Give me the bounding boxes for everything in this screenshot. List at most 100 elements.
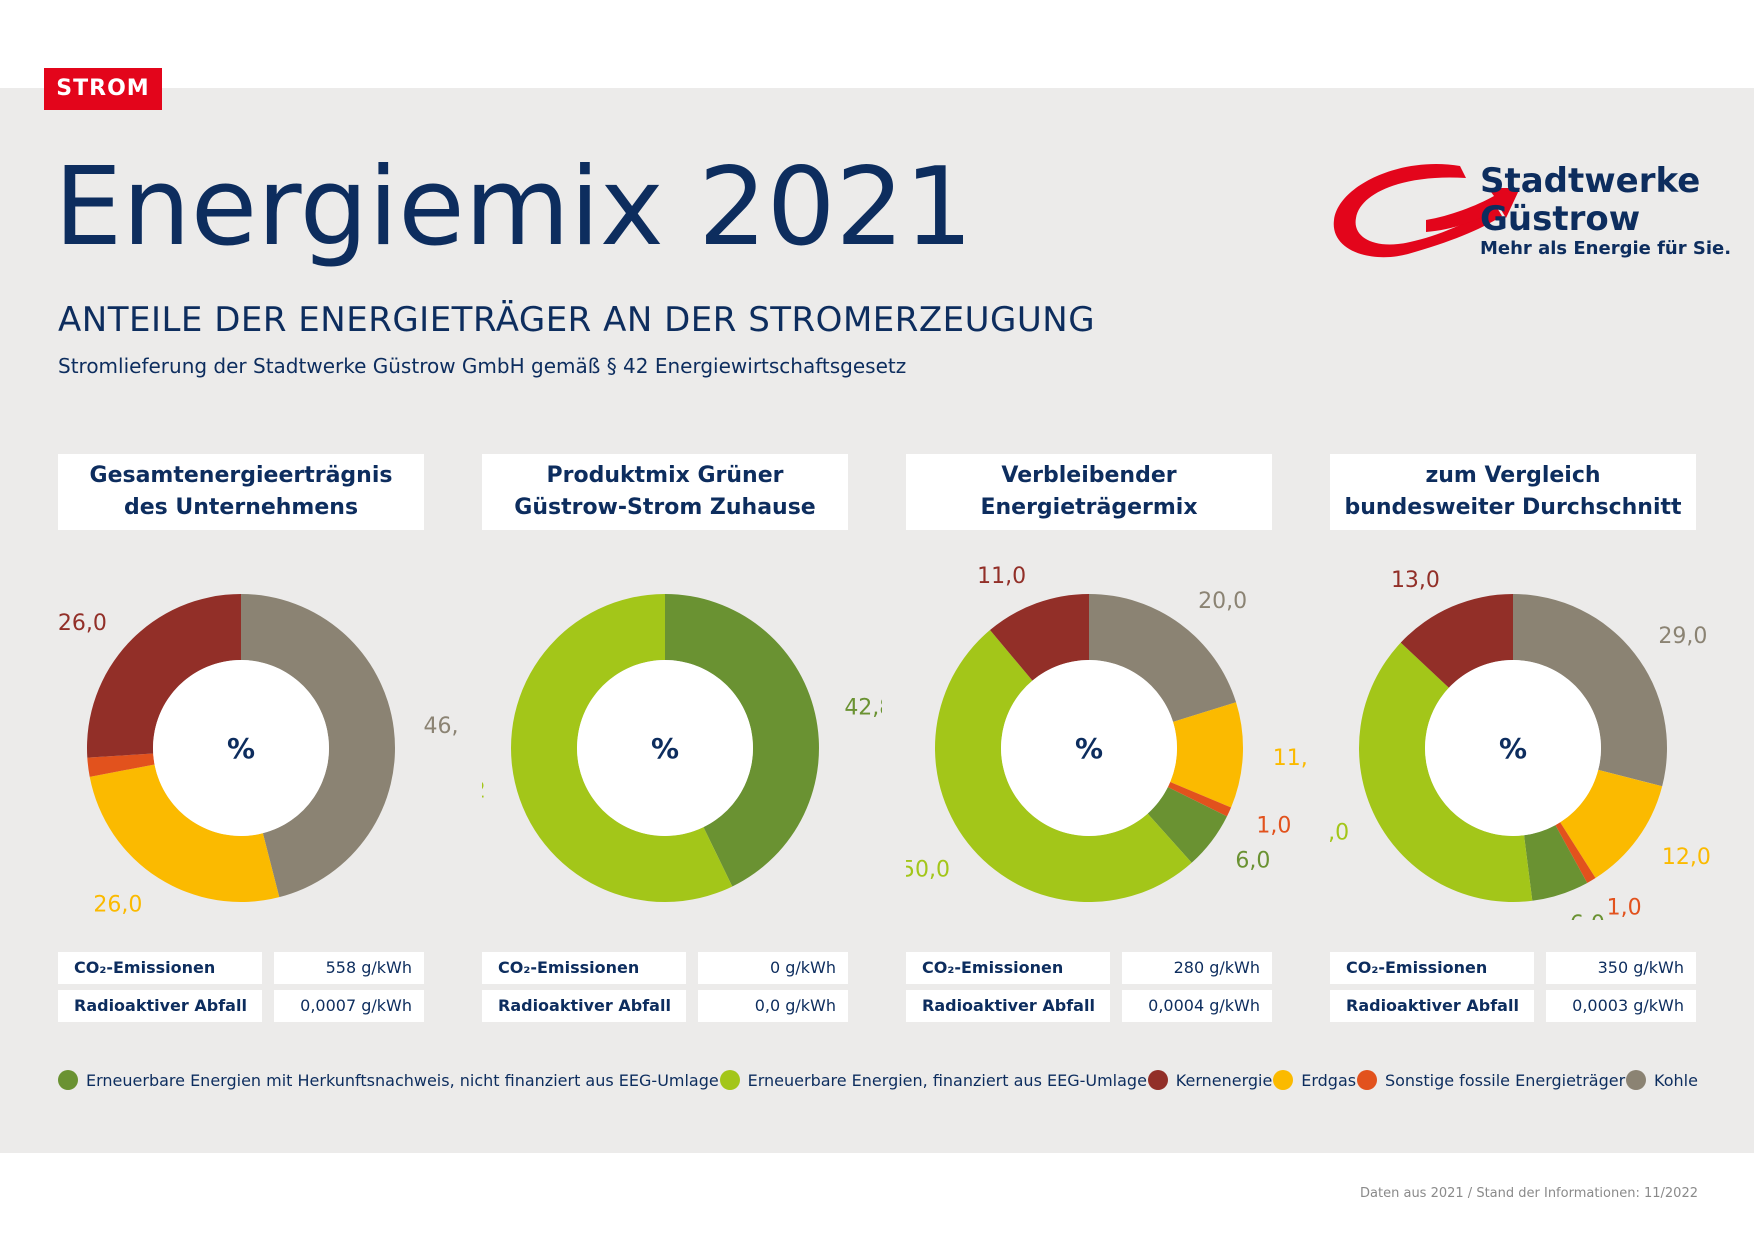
stat-row-waste: Radioaktiver Abfall 0,0007 g/kWh — [58, 990, 424, 1022]
donut-slice-erdgas — [1170, 702, 1243, 808]
stat-value: 280 g/kWh — [1122, 952, 1272, 984]
legend-label: Erneuerbare Energien mit Herkunftsnachwe… — [86, 1070, 719, 1090]
stat-row-co2: CO₂-Emissionen 0 g/kWh — [482, 952, 848, 984]
page-subtitle: ANTEILE DER ENERGIETRÄGER AN DER STROMER… — [58, 300, 1096, 340]
chart-title-line1: zum Vergleich — [1425, 463, 1601, 488]
donut-slice-erdgas — [1560, 769, 1663, 879]
donut-slice-sonstige — [1555, 822, 1596, 883]
stat-row-waste: Radioaktiver Abfall 0,0 g/kWh — [482, 990, 848, 1022]
donut-slice-sonstige — [87, 753, 155, 777]
donut-slice-renew_eeg — [934, 630, 1192, 903]
stat-label: Radioaktiver Abfall — [58, 990, 262, 1022]
legend-dot-icon — [1273, 1070, 1294, 1090]
stat-label: CO₂-Emissionen — [906, 952, 1110, 984]
donut-center — [153, 660, 329, 836]
legend-label: Erneuerbare Energien, finanziert aus EEG… — [747, 1070, 1147, 1090]
slice-value-label: 11,0 — [977, 564, 1026, 589]
legend-dot-icon — [1626, 1070, 1647, 1090]
donut-chart: 29,0 12,0 1,06,0 39,0 13,0% — [1330, 568, 1711, 920]
legend-item-sonstige: Sonstige fossile Energieträger — [1356, 1070, 1626, 1090]
legend-item-kohle: Kohle — [1626, 1070, 1698, 1090]
logo-name-line1: Stadtwerke — [1480, 161, 1701, 201]
legend-item-renew_eeg: Erneuerbare Energien, finanziert aus EEG… — [719, 1070, 1147, 1090]
donut-slice-renew_hkn — [1524, 825, 1588, 901]
stat-value: 0,0004 g/kWh — [1122, 990, 1272, 1022]
donut-center — [1001, 660, 1177, 836]
donut-slice-renew_hkn — [665, 594, 819, 887]
stat-label: Radioaktiver Abfall — [1330, 990, 1534, 1022]
chart-title-line2: bundesweiter Durchschnitt — [1344, 495, 1682, 520]
donut-center-label: % — [1499, 732, 1527, 765]
legend-item-renew_hkn: Erneuerbare Energien mit Herkunftsnachwe… — [58, 1070, 719, 1090]
slice-value-label: 13,0 — [1391, 568, 1440, 593]
stat-row-co2: CO₂-Emissionen 558 g/kWh — [58, 952, 424, 984]
donut-chart: 42,8 57,2% — [482, 594, 882, 902]
chart-stats: CO₂-Emissionen 280 g/kWh Radioaktiver Abfa… — [906, 952, 1272, 1028]
donut-center — [577, 660, 753, 836]
donut-slice-kohle — [241, 594, 395, 898]
slice-value-label: 26,0 — [93, 892, 142, 917]
logo-name-line2: Güstrow — [1480, 199, 1641, 239]
stat-label: Radioaktiver Abfall — [906, 990, 1110, 1022]
donut-center-label: % — [1075, 732, 1103, 765]
stat-label: CO₂-Emissionen — [1330, 952, 1534, 984]
stat-row-co2: CO₂-Emissionen 350 g/kWh — [1330, 952, 1696, 984]
legend-label: Kernenergie — [1175, 1070, 1273, 1090]
chart-stats: CO₂-Emissionen 0 g/kWh Radioaktiver Abfall… — [482, 952, 848, 1028]
donut-center-label: % — [651, 732, 679, 765]
slice-value-label: 50,0 — [906, 857, 950, 882]
stadtwerke-logo-swoosh-icon — [1333, 164, 1520, 258]
stat-row-waste: Radioaktiver Abfall 0,0003 g/kWh — [1330, 990, 1696, 1022]
chart-title-line1: Verbleibender — [1001, 463, 1177, 488]
donut-slice-kern — [87, 594, 241, 758]
category-tag: STROM — [44, 68, 162, 110]
chart-title-line1: Produktmix Grüner — [546, 463, 784, 488]
legend-item-erdgas: Erdgas — [1273, 1070, 1356, 1090]
legend-dot-icon — [719, 1070, 740, 1090]
slice-value-label: 57,2 — [482, 778, 486, 803]
stat-label: CO₂-Emissionen — [482, 952, 686, 984]
donut-slice-kohle — [1513, 594, 1667, 787]
chart-title-line2: des Unternehmens — [123, 495, 359, 520]
slice-value-label: 26,0 — [58, 611, 107, 636]
legend-label: Sonstige fossile Energieträger — [1384, 1070, 1626, 1090]
chart-title-line2: Energieträgermix — [980, 495, 1198, 520]
slice-value-label: 42,8 — [844, 696, 882, 721]
donut-chart: 20,0 11,0 1,0 6,0 50,0 11,0% — [906, 564, 1306, 903]
slice-value-label: 29,0 — [1658, 624, 1707, 649]
chart-title: Produktmix Grüner Güstrow-Strom Zuhause — [482, 454, 848, 530]
chart-title: zum Vergleich bundesweiter Durchschnitt — [1330, 454, 1696, 530]
stat-value: 350 g/kWh — [1546, 952, 1696, 984]
legend-label: Kohle — [1654, 1070, 1698, 1090]
logo-name: Stadtwerke Güstrow — [1480, 162, 1700, 238]
chart-title: Gesamtenergieerträgnis des Unternehmens — [58, 454, 424, 530]
chart-title-line1: Gesamtenergieerträgnis — [89, 463, 393, 488]
legend-dot-icon — [1147, 1070, 1168, 1090]
legend: Erneuerbare Energien mit Herkunftsnachwe… — [58, 1070, 1698, 1090]
stat-value: 0,0003 g/kWh — [1546, 990, 1696, 1022]
legend-item-kern: Kernenergie — [1147, 1070, 1273, 1090]
legend-label: Erdgas — [1301, 1070, 1357, 1090]
slice-value-label: 11,0 — [1273, 746, 1306, 771]
donut-slice-kern — [990, 594, 1089, 681]
slice-value-label: 12,0 — [1662, 845, 1711, 870]
donut-slice-sonstige — [1167, 781, 1232, 817]
donut-center — [1425, 660, 1601, 836]
chart-title: Verbleibender Energieträgermix — [906, 454, 1272, 530]
donut-slice-erdgas — [89, 764, 280, 902]
stat-value: 0,0007 g/kWh — [274, 990, 424, 1022]
donut-chart: 46,026,02,026,0% — [58, 594, 458, 917]
stat-row-waste: Radioaktiver Abfall 0,0004 g/kWh — [906, 990, 1272, 1022]
stat-label: Radioaktiver Abfall — [482, 990, 686, 1022]
donut-slice-renew_hkn — [1147, 787, 1227, 863]
stat-value: 0,0 g/kWh — [698, 990, 848, 1022]
donut-center-label: % — [227, 732, 255, 765]
donut-slice-renew_eeg — [510, 594, 733, 902]
slice-value-label: 6,0 — [1235, 848, 1270, 873]
slice-value-label: 39,0 — [1330, 821, 1349, 846]
chart-title-line2: Güstrow-Strom Zuhause — [514, 495, 816, 520]
slice-value-label: 1,0 — [1256, 813, 1291, 838]
page-subline: Stromlieferung der Stadtwerke Güstrow Gm… — [58, 354, 907, 378]
footer-note: Daten aus 2021 / Stand der Informationen… — [1360, 1186, 1698, 1201]
donut-slice-kern — [1400, 594, 1513, 688]
